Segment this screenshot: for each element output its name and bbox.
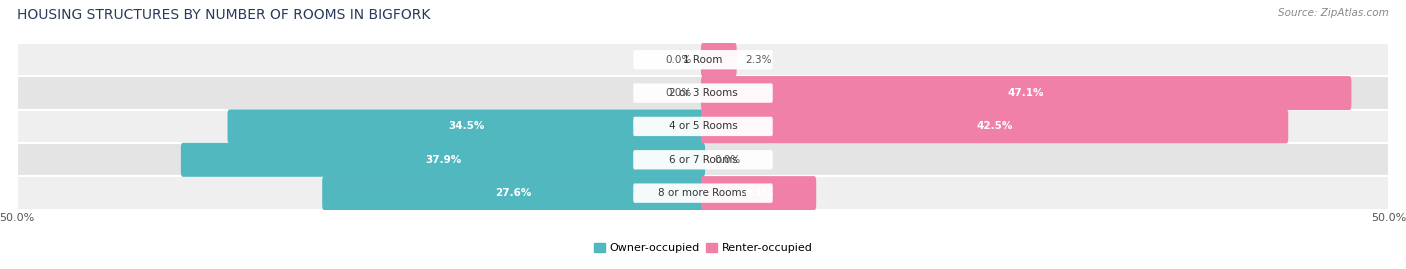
Text: 47.1%: 47.1% [1008,88,1045,98]
Text: 4 or 5 Rooms: 4 or 5 Rooms [669,121,737,132]
Bar [17,143,1389,176]
Text: 8.1%: 8.1% [744,188,773,198]
FancyBboxPatch shape [633,50,773,69]
Bar [17,110,1389,143]
FancyBboxPatch shape [702,176,817,210]
FancyBboxPatch shape [633,83,773,103]
Text: HOUSING STRUCTURES BY NUMBER OF ROOMS IN BIGFORK: HOUSING STRUCTURES BY NUMBER OF ROOMS IN… [17,8,430,22]
Text: 6 or 7 Rooms: 6 or 7 Rooms [669,155,737,165]
Text: Source: ZipAtlas.com: Source: ZipAtlas.com [1278,8,1389,18]
Text: 42.5%: 42.5% [976,121,1012,132]
Bar [17,176,1389,210]
Bar [17,76,1389,110]
Text: 27.6%: 27.6% [495,188,531,198]
FancyBboxPatch shape [633,150,773,169]
Text: 34.5%: 34.5% [449,121,485,132]
Text: 0.0%: 0.0% [714,155,740,165]
FancyBboxPatch shape [702,109,1288,143]
Text: 2.3%: 2.3% [745,55,772,65]
Text: 37.9%: 37.9% [425,155,461,165]
FancyBboxPatch shape [633,117,773,136]
Text: 8 or more Rooms: 8 or more Rooms [658,188,748,198]
FancyBboxPatch shape [228,109,704,143]
Text: 2 or 3 Rooms: 2 or 3 Rooms [669,88,737,98]
FancyBboxPatch shape [181,143,704,177]
FancyBboxPatch shape [322,176,704,210]
Text: 1 Room: 1 Room [683,55,723,65]
FancyBboxPatch shape [633,183,773,203]
Text: 0.0%: 0.0% [666,55,692,65]
Legend: Owner-occupied, Renter-occupied: Owner-occupied, Renter-occupied [589,238,817,258]
Text: 0.0%: 0.0% [666,88,692,98]
FancyBboxPatch shape [702,76,1351,110]
FancyBboxPatch shape [702,43,737,77]
Bar [17,43,1389,76]
